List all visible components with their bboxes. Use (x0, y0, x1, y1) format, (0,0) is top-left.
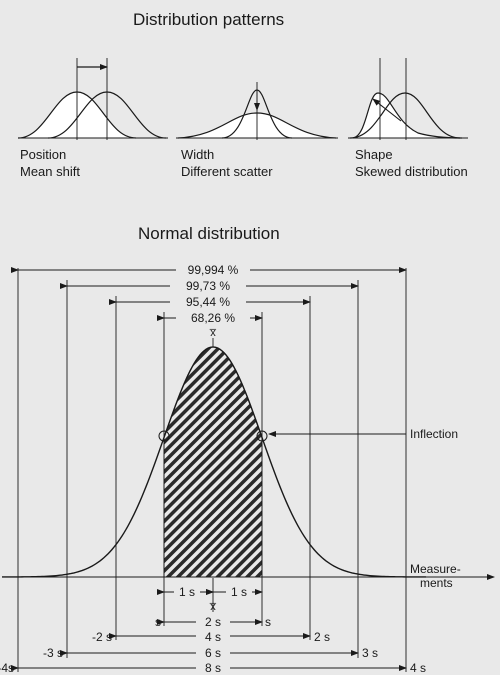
label-s-left: s (155, 615, 161, 629)
normal-distribution-title: Normal distribution (138, 224, 280, 243)
label-pos2s: 2 s (314, 630, 330, 644)
label-2s: 2 s (205, 615, 221, 629)
shape-curve-skewed (352, 92, 463, 139)
axis-label-line2: ments (420, 576, 453, 590)
label-pos4s: 4 s (410, 661, 426, 675)
width-diagram (176, 82, 338, 140)
position-diagram (17, 58, 168, 140)
inflection-point-right (256, 430, 268, 442)
one-sigma-hatched-area (163, 346, 263, 578)
skew-arrow (372, 98, 402, 122)
percent-label-6826: 68,26 % (191, 311, 235, 325)
mean-symbol-top: x̅ (209, 327, 217, 339)
normal-distribution-diagram: 99,994 % 99,73 % 95,44 % 68,26 % x̅ Infl… (0, 263, 495, 675)
shape-label: Shape (355, 147, 393, 162)
normal-bell-curve (1, 346, 426, 578)
inflection-label: Inflection (410, 427, 458, 441)
label-4s: 4 s (205, 630, 221, 644)
distribution-patterns-title: Distribution patterns (133, 10, 285, 29)
label-s-right: s (265, 615, 271, 629)
label-6s: 6 s (205, 646, 221, 660)
inflection-point-left (158, 430, 170, 442)
skewed-distribution-label: Skewed distribution (355, 164, 468, 179)
percent-label-9544: 95,44 % (186, 295, 230, 309)
position-label: Position (20, 147, 67, 162)
percentage-arrows (11, 267, 407, 321)
label-neg2s: -2 s (92, 630, 112, 644)
width-label: Width (181, 147, 215, 162)
label-neg3s: -3 s (43, 646, 63, 660)
label-neg4s: -4s (0, 661, 14, 675)
shape-curve-normal (349, 92, 461, 139)
axis-label-line1: Measure- (410, 562, 461, 576)
mean-symbol-bottom: x̅ (209, 601, 217, 613)
label-pos3s: 3 s (362, 646, 378, 660)
percent-label-9973: 99,73 % (186, 279, 230, 293)
different-scatter-label: Different scatter (181, 164, 273, 179)
label-1s-right: 1 s (231, 585, 247, 599)
label-8s: 8 s (205, 661, 221, 675)
shape-diagram (348, 58, 468, 140)
label-1s-left: 1 s (179, 585, 195, 599)
mean-shift-label: Mean shift (20, 164, 80, 179)
sigma-arrows (11, 589, 407, 671)
percent-label-99994: 99,994 % (188, 263, 239, 277)
